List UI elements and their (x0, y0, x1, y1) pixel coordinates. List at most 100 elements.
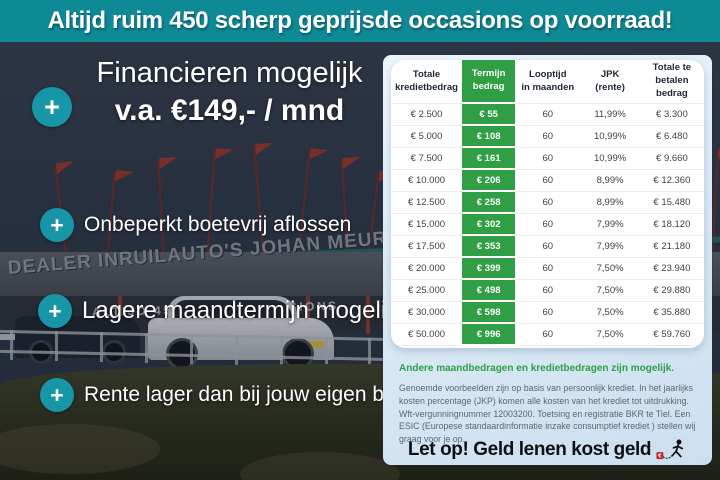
table-row: € 7.500 € 161 60 10,99% € 9.660 (391, 148, 704, 170)
table-cell: € 996 (462, 324, 516, 346)
table-row: € 15.000 € 302 60 7,99% € 18.120 (391, 214, 704, 236)
fence-post (10, 330, 13, 360)
table-cell: 60 (515, 126, 581, 148)
column-header: Totale kredietbedrag (391, 60, 463, 104)
column-header: Totale te betalen bedrag (639, 60, 704, 104)
table-cell: € 353 (462, 236, 516, 258)
disclaimer-body: Genoemde voorbeelden zijn op basis van p… (399, 383, 696, 444)
table-cell: € 15.000 (391, 214, 463, 236)
table-cell: 60 (515, 170, 581, 192)
table-cell: 60 (515, 236, 581, 258)
plus-icon: + (38, 294, 72, 328)
finance-table-body: € 2.500 € 55 60 11,99% € 3.300 € 5.000 € 108 60… (391, 104, 704, 346)
table-cell: € 598 (462, 302, 516, 324)
fence-post (190, 334, 193, 364)
table-cell: € 55 (462, 104, 516, 126)
table-cell: € 7.500 (391, 148, 463, 170)
finance-table-header: Totale kredietbedrag Termijn bedrag Loopti… (391, 60, 704, 104)
table-cell: € 18.120 (639, 214, 704, 236)
usp-interest: Rente lager dan bij jouw eigen bank (84, 383, 418, 406)
banner-text: Altijd ruim 450 scherp geprijsde occasio… (47, 7, 673, 34)
table-cell: € 12.500 (391, 192, 463, 214)
geld-lenen-kost-geld-icon: € (656, 439, 684, 460)
column-header: JPK (rente) (580, 60, 640, 104)
table-cell: € 5.000 (391, 126, 463, 148)
table-cell: 10,99% (580, 148, 640, 170)
table-cell: € 161 (462, 148, 516, 170)
table-row: € 25.000 € 498 60 7,50% € 29.880 (391, 280, 704, 302)
table-cell: 60 (515, 104, 581, 126)
table-cell: 60 (515, 148, 581, 170)
building-post (306, 296, 310, 334)
table-cell: 60 (515, 214, 581, 236)
table-cell: 7,99% (580, 236, 640, 258)
plus-icon: + (32, 87, 72, 127)
table-cell: € 258 (462, 192, 516, 214)
table-cell: € 59.760 (639, 324, 704, 346)
table-cell: € 20.000 (391, 258, 463, 280)
table-cell: € 9.660 (639, 148, 704, 170)
table-cell: 60 (515, 280, 581, 302)
table-cell: 8,99% (580, 170, 640, 192)
top-banner: Altijd ruim 450 scherp geprijsde occasio… (0, 0, 720, 42)
usp-lower-term: Lagere maandtermijn mogelijk (82, 297, 404, 324)
table-cell: € 6.480 (639, 126, 704, 148)
fence-post (55, 331, 58, 361)
table-row: € 12.500 € 258 60 8,99% € 15.480 (391, 192, 704, 214)
table-cell: € 15.480 (639, 192, 704, 214)
usp-financing: Financieren mogelijk v.a. €149,- / mnd (72, 55, 387, 131)
table-cell: 60 (515, 302, 581, 324)
table-cell: 7,50% (580, 302, 640, 324)
table-cell: € 498 (462, 280, 516, 302)
fence-post (280, 336, 283, 366)
fence-post (145, 333, 148, 363)
plus-icon: + (40, 208, 74, 242)
disclaimer-highlight: Andere maandbedragen en kredietbedragen … (399, 363, 675, 374)
table-cell: 60 (515, 192, 581, 214)
credit-warning-text: Let op! Geld lenen kost geld (407, 439, 652, 460)
building-post (118, 296, 122, 334)
finance-panel: Totale kredietbedrag Termijn bedrag Loopti… (383, 55, 712, 465)
table-cell: € 50.000 (391, 324, 463, 346)
table-row: € 10.000 € 206 60 8,99% € 12.360 (391, 170, 704, 192)
svg-text:€: € (657, 454, 662, 460)
table-cell: € 10.000 (391, 170, 463, 192)
usp-financing-line1: Financieren mogelijk (96, 57, 363, 89)
finance-table-card: Totale kredietbedrag Termijn bedrag Loopti… (391, 60, 704, 348)
table-cell: € 30.000 (391, 302, 463, 324)
table-row: € 50.000 € 996 60 7,50% € 59.760 (391, 324, 704, 346)
usp-redemption: Onbeperkt boetevrij aflossen (84, 213, 352, 236)
fence-post (325, 337, 328, 367)
usp-financing-line2: v.a. €149,- / mnd (114, 94, 345, 127)
table-cell: 7,50% (580, 258, 640, 280)
table-cell: € 108 (462, 126, 516, 148)
table-row: € 30.000 € 598 60 7,50% € 35.880 (391, 302, 704, 324)
table-cell: € 3.300 (639, 104, 704, 126)
table-cell: 60 (515, 324, 581, 346)
table-cell: 7,50% (580, 324, 640, 346)
table-cell: 10,99% (580, 126, 640, 148)
column-header: Looptijd in maanden (515, 60, 581, 104)
table-cell: € 302 (462, 214, 516, 236)
building-post (366, 296, 370, 334)
table-cell: 7,50% (580, 280, 640, 302)
table-cell: € 29.880 (639, 280, 704, 302)
table-cell: 11,99% (580, 104, 640, 126)
table-cell: € 12.360 (639, 170, 704, 192)
table-cell: € 21.180 (639, 236, 704, 258)
credit-warning: Let op! Geld lenen kost geld € (383, 438, 712, 462)
table-cell: 7,99% (580, 214, 640, 236)
table-cell: € 399 (462, 258, 516, 280)
table-row: € 20.000 € 399 60 7,50% € 23.940 (391, 258, 704, 280)
table-cell: 8,99% (580, 192, 640, 214)
table-row: € 5.000 € 108 60 10,99% € 6.480 (391, 126, 704, 148)
table-row: € 17.500 € 353 60 7,99% € 21.180 (391, 236, 704, 258)
table-cell: € 25.000 (391, 280, 463, 302)
column-header: Termijn bedrag (462, 60, 516, 104)
table-row: € 2.500 € 55 60 11,99% € 3.300 (391, 104, 704, 126)
table-cell: 60 (515, 258, 581, 280)
fence-post (235, 335, 238, 365)
table-cell: € 23.940 (639, 258, 704, 280)
table-cell: € 35.880 (639, 302, 704, 324)
